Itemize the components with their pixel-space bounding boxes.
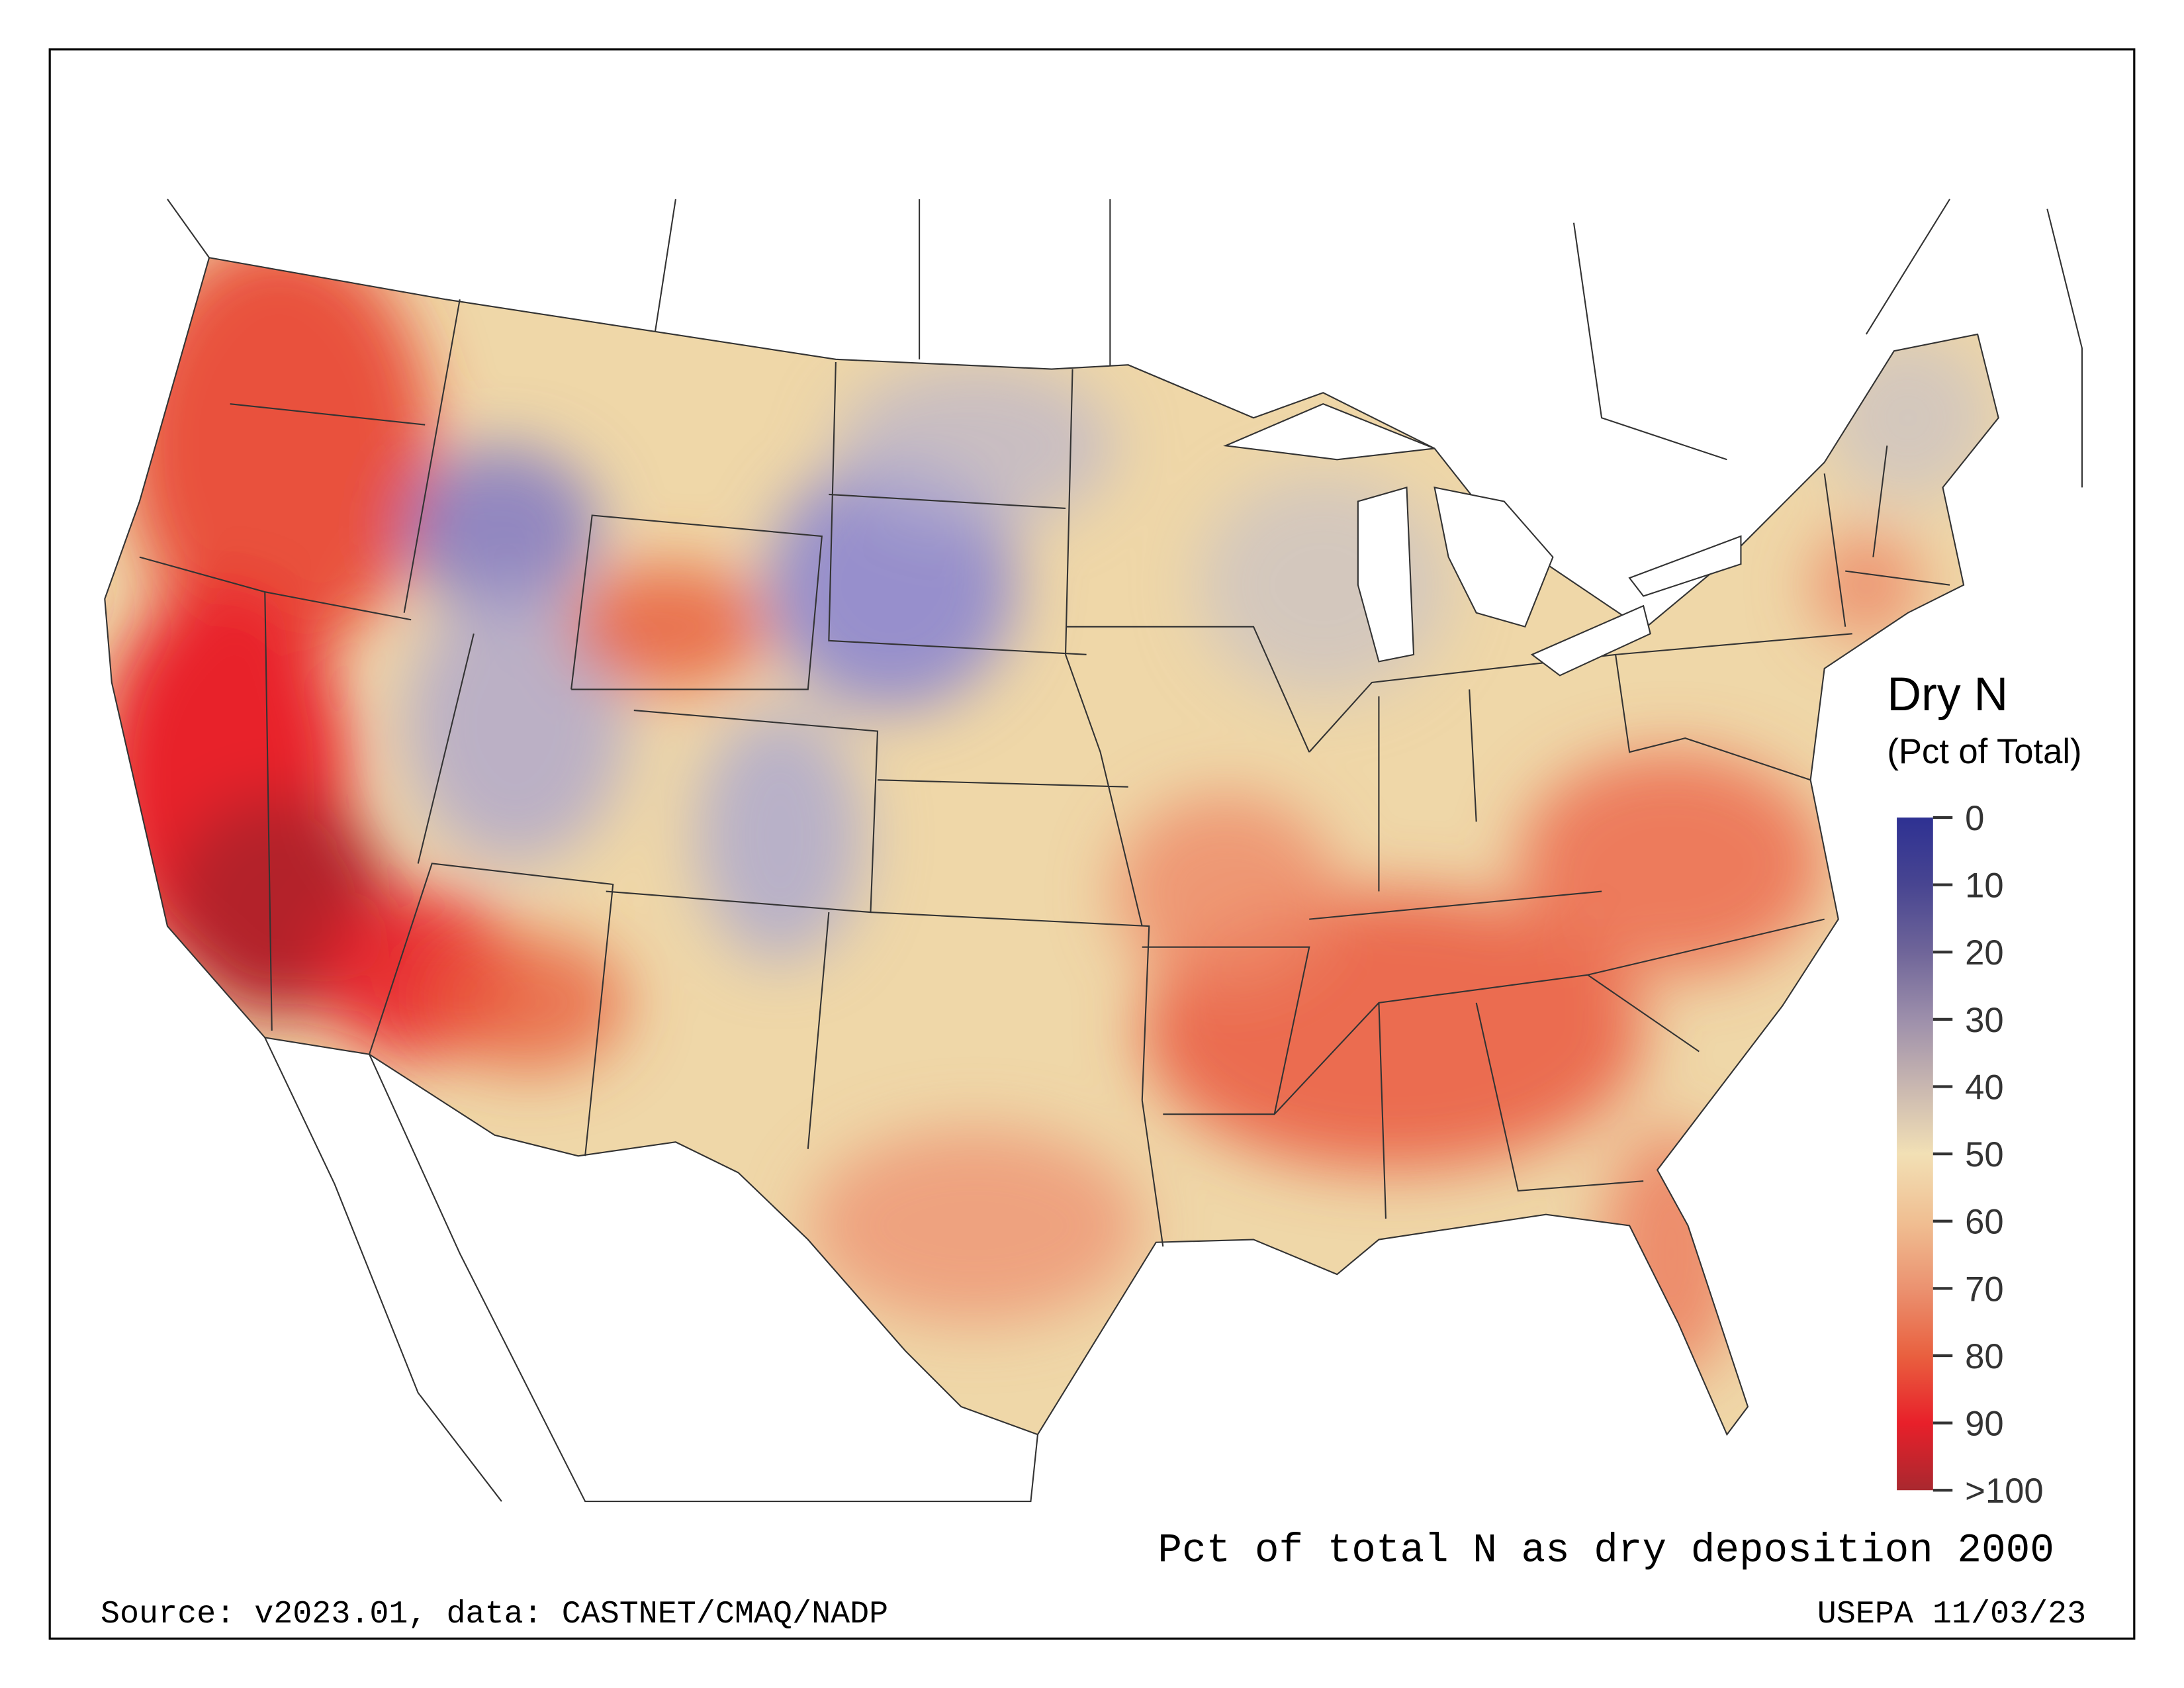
map-title: Pct of total N as dry deposition 2000 — [1158, 1528, 2054, 1574]
great-lakes — [1222, 403, 1742, 677]
colorbar-tick-label: 80 — [1965, 1337, 2003, 1376]
colorbar-tick-label: >100 — [1965, 1472, 2043, 1511]
legend-subtitle: (Pct of Total) — [1887, 732, 2081, 771]
legend-title: Dry N — [1887, 668, 2008, 721]
colorbar-tick-label: 40 — [1965, 1068, 2003, 1107]
colorbar-tick-label: 90 — [1965, 1405, 2003, 1444]
colorbar-tick-label: 70 — [1965, 1270, 2003, 1309]
neighbor-outlines — [167, 199, 2083, 1503]
state-boundaries — [104, 257, 1999, 1436]
colorbar-tick-label: 20 — [1965, 933, 2003, 972]
credit-note: USEPA 11/03/23 — [1817, 1596, 2086, 1632]
colorbar-tick-label: 30 — [1965, 1001, 2003, 1040]
colorbar-legend: Dry N (Pct of Total) 0 10 20 30 40 50 60 70 80 90… — [1887, 668, 2081, 1511]
colorbar — [1897, 818, 1933, 1491]
deposition-raster — [105, 258, 1999, 1435]
colorbar-tick-label: 0 — [1965, 799, 1984, 838]
colorbar-tick-label: 50 — [1965, 1135, 2003, 1174]
source-note: Source: v2023.01, data: CASTNET/CMAQ/NAD… — [101, 1596, 888, 1632]
colorbar-tick-label: 10 — [1965, 867, 2003, 906]
colorbar-tick-label: 60 — [1965, 1203, 2003, 1242]
